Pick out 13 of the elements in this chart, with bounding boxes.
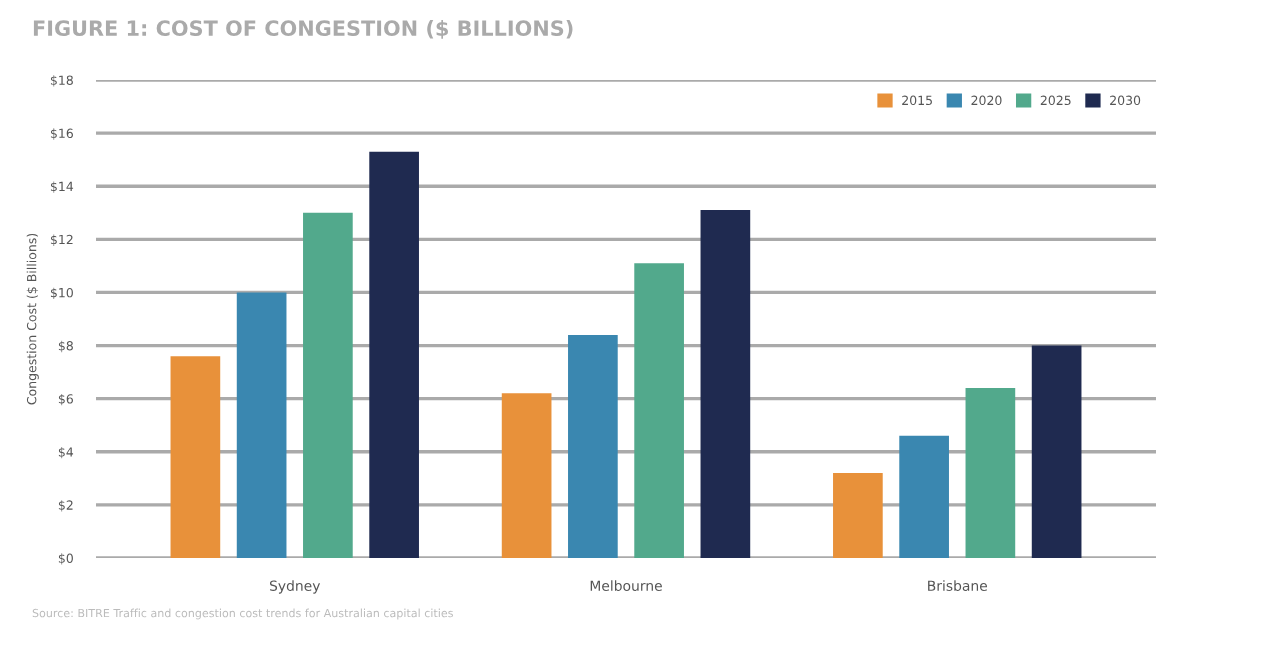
bar	[369, 151, 419, 558]
bar	[700, 210, 751, 558]
bar	[501, 393, 552, 558]
bar	[303, 212, 353, 558]
bar	[1031, 345, 1082, 558]
bar	[899, 435, 949, 558]
bar	[236, 292, 287, 558]
bar	[833, 473, 883, 558]
chart-title: FIGURE 1: COST OF CONGESTION ($ BILLIONS)	[33, 19, 573, 39]
bar	[568, 334, 618, 558]
bar	[634, 263, 684, 558]
bar	[170, 356, 221, 558]
bar	[965, 388, 1016, 558]
